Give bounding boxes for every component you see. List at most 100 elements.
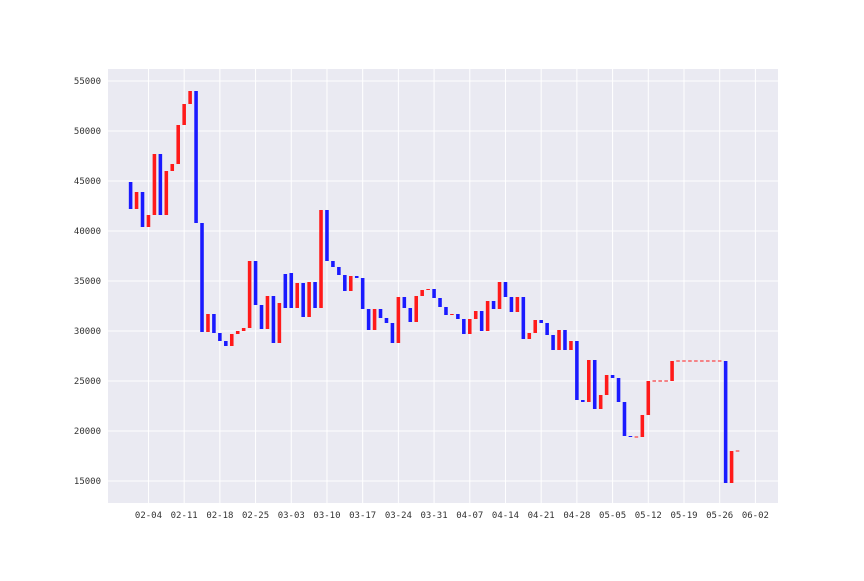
y-axis-tick-labels: 15000 20000 25000 30000 35000 40000 45000 50000… xyxy=(74,77,101,487)
candle-up xyxy=(182,104,186,125)
x-tick-label: 06-02 xyxy=(742,511,769,521)
candle-down xyxy=(379,309,383,318)
candle-up xyxy=(587,360,591,402)
candle-down xyxy=(504,282,508,297)
x-tick-label: 04-28 xyxy=(563,511,590,521)
candle-down xyxy=(331,261,335,267)
candle-down xyxy=(724,361,728,483)
candle-down xyxy=(141,192,145,227)
candle-up xyxy=(165,171,169,215)
candle-down xyxy=(510,297,514,312)
candle-up xyxy=(516,297,520,312)
candle-down xyxy=(254,261,258,305)
candle-down xyxy=(212,314,216,333)
y-tick-label: 25000 xyxy=(74,377,101,387)
candle-down xyxy=(367,309,371,330)
candle-down xyxy=(361,278,365,309)
candle-down xyxy=(224,341,228,346)
candle-down xyxy=(403,297,407,308)
candle-up xyxy=(474,311,478,319)
candle-down xyxy=(551,335,555,350)
candle-up xyxy=(135,192,139,209)
candle-down xyxy=(432,289,436,298)
candle-down xyxy=(492,301,496,309)
x-tick-label: 05-05 xyxy=(599,511,626,521)
candle-down xyxy=(272,296,276,343)
candle-up xyxy=(730,451,734,483)
candle-down xyxy=(611,375,615,378)
candle-down xyxy=(593,360,597,409)
candle-up xyxy=(569,341,573,350)
candle-down xyxy=(343,275,347,291)
candle-down xyxy=(260,305,264,329)
x-tick-label: 05-19 xyxy=(670,511,697,521)
x-tick-label: 05-12 xyxy=(635,511,662,521)
candle-up xyxy=(266,296,270,329)
candle-up xyxy=(278,303,282,343)
candle-down xyxy=(623,402,627,436)
candle-up xyxy=(307,282,311,317)
x-tick-label: 04-07 xyxy=(456,511,483,521)
candle-down xyxy=(581,400,585,402)
candle-up xyxy=(527,333,531,339)
x-tick-label: 03-31 xyxy=(421,511,448,521)
candle-down xyxy=(337,267,341,275)
candle-down xyxy=(438,298,442,307)
candle-down xyxy=(200,223,204,332)
candle-down xyxy=(545,323,549,335)
candle-up xyxy=(486,301,490,331)
candle-down xyxy=(385,318,389,323)
candle-down xyxy=(408,308,412,322)
candle-up xyxy=(605,375,609,395)
y-tick-label: 20000 xyxy=(74,427,101,437)
candle-up xyxy=(153,154,157,215)
candle-up xyxy=(206,314,210,332)
candle-up xyxy=(414,296,418,322)
candle-down xyxy=(522,297,526,339)
y-tick-label: 15000 xyxy=(74,477,101,487)
candle-up xyxy=(373,309,377,330)
y-tick-label: 55000 xyxy=(74,77,101,87)
y-tick-label: 45000 xyxy=(74,177,101,187)
candle-down xyxy=(563,330,567,350)
y-tick-label: 35000 xyxy=(74,277,101,287)
candle-up xyxy=(248,261,252,328)
y-tick-label: 30000 xyxy=(74,327,101,337)
x-tick-label: 03-17 xyxy=(349,511,376,521)
candle-up xyxy=(420,290,424,296)
x-tick-label: 03-10 xyxy=(313,511,340,521)
x-tick-label: 02-18 xyxy=(206,511,233,521)
candle-down xyxy=(313,282,317,308)
x-axis-tick-labels: 02-04 02-11 02-18 02-25 03-03 03-10 03-17 03-24… xyxy=(135,511,769,521)
y-tick-label: 40000 xyxy=(74,227,101,237)
candle-up xyxy=(230,334,234,346)
x-tick-label: 02-25 xyxy=(242,511,269,521)
candle-down xyxy=(617,378,621,402)
candle-up xyxy=(188,91,192,104)
candle-up xyxy=(176,125,180,164)
plot-background xyxy=(108,69,778,503)
candle-down xyxy=(218,333,222,341)
candle-down xyxy=(629,436,633,437)
candle-up xyxy=(349,276,353,291)
candle-down xyxy=(194,91,198,223)
candle-down xyxy=(391,323,395,343)
candle-down xyxy=(355,276,359,278)
candle-up xyxy=(426,289,430,290)
candle-up xyxy=(170,164,174,171)
candle-down xyxy=(284,274,288,308)
candle-down xyxy=(539,320,543,323)
x-tick-label: 04-14 xyxy=(492,511,519,521)
candle-up xyxy=(468,319,472,334)
candle-up xyxy=(641,415,645,437)
x-tick-label: 02-04 xyxy=(135,511,162,521)
candle-down xyxy=(575,341,579,400)
candle-up xyxy=(646,381,650,415)
candle-up xyxy=(670,361,674,381)
candle-down xyxy=(480,311,484,331)
candle-down xyxy=(159,154,163,215)
candle-down xyxy=(462,319,466,334)
candle-up xyxy=(498,282,502,309)
candle-up xyxy=(295,283,299,308)
candle-down xyxy=(301,283,305,317)
